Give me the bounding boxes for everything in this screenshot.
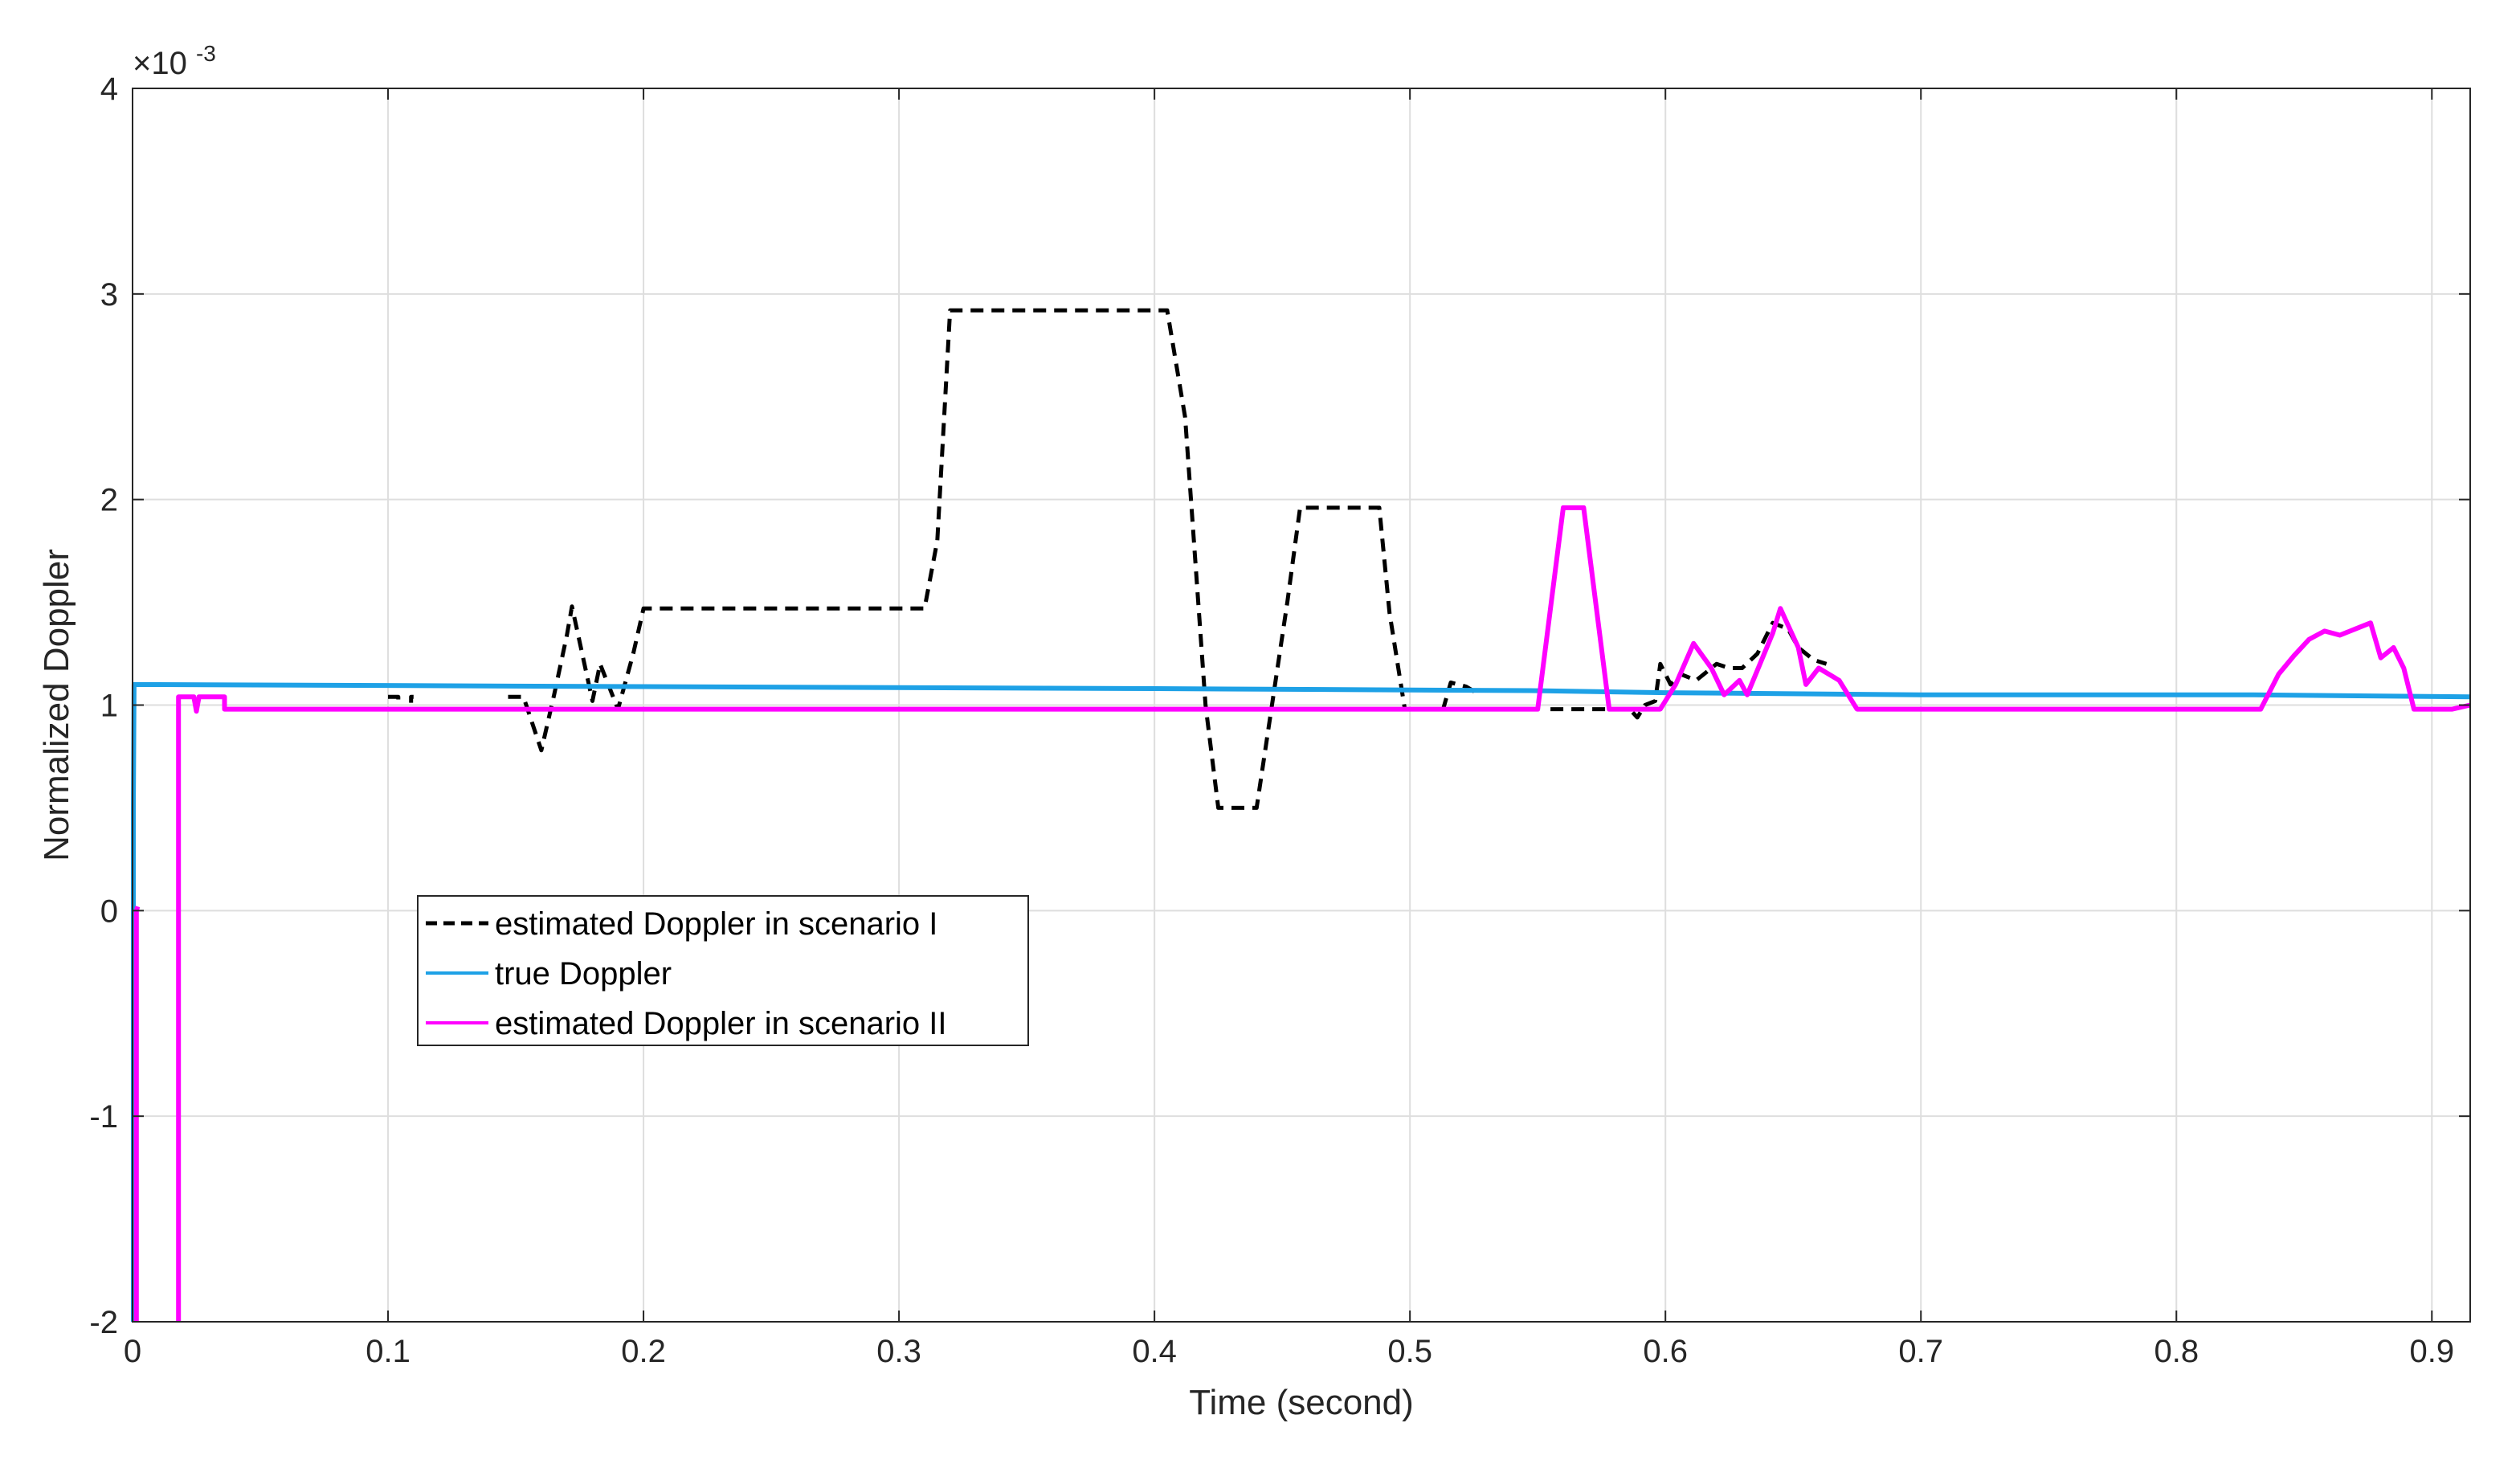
y-tick-label: 1 <box>100 689 118 724</box>
series-line <box>1550 620 1828 720</box>
axis-ticks <box>132 88 2470 1323</box>
y-tick-label: 2 <box>100 483 118 518</box>
y-axis-exponent: ×10 -3 <box>133 41 216 81</box>
legend-label: true Doppler <box>495 956 672 992</box>
series-line <box>133 906 141 1322</box>
y-tick-label: -1 <box>89 1099 118 1135</box>
y-exponent-base: ×10 <box>133 46 187 81</box>
series-2-group <box>131 681 2471 1322</box>
legend-items: estimated Doppler in scenario I true Dopp… <box>426 906 947 1041</box>
legend: estimated Doppler in scenario I true Dopp… <box>417 895 1029 1046</box>
y-tick-label: 0 <box>100 893 118 929</box>
x-tick-label: 0.2 <box>621 1334 666 1369</box>
series-line <box>131 681 2471 1322</box>
y-axis-label: Normalized Doppler <box>37 549 76 861</box>
x-tick-label: 0.6 <box>1643 1334 1688 1369</box>
x-tick-label: 0.1 <box>366 1334 410 1369</box>
x-tick-label: 0.4 <box>1132 1334 1177 1369</box>
series-line <box>176 505 2471 1322</box>
y-tick-label: -2 <box>89 1305 118 1340</box>
y-exponent-power: -3 <box>196 41 216 66</box>
legend-box <box>417 895 1029 1046</box>
y-tick-label: 3 <box>100 277 118 313</box>
x-tick-label: 0.9 <box>2409 1334 2454 1369</box>
x-tick-label: 0.7 <box>1898 1334 1943 1369</box>
tick-labels: 0 0.1 0.2 0.3 0.4 0.5 0.6 0.7 0.8 0.9 -2 -1 0 1 2 3 4 <box>89 72 2454 1369</box>
x-tick-label: 0.5 <box>1387 1334 1432 1369</box>
x-tick-label: 0 <box>124 1334 141 1369</box>
x-axis-label: Time (second) <box>1189 1383 1414 1422</box>
series-line <box>508 308 1478 810</box>
x-tick-label: 0.3 <box>876 1334 921 1369</box>
legend-label: estimated Doppler in scenario II <box>495 1006 947 1041</box>
legend-label: estimated Doppler in scenario I <box>495 906 937 942</box>
x-tick-label: 0.8 <box>2154 1334 2199 1369</box>
y-tick-label: 4 <box>100 72 118 107</box>
